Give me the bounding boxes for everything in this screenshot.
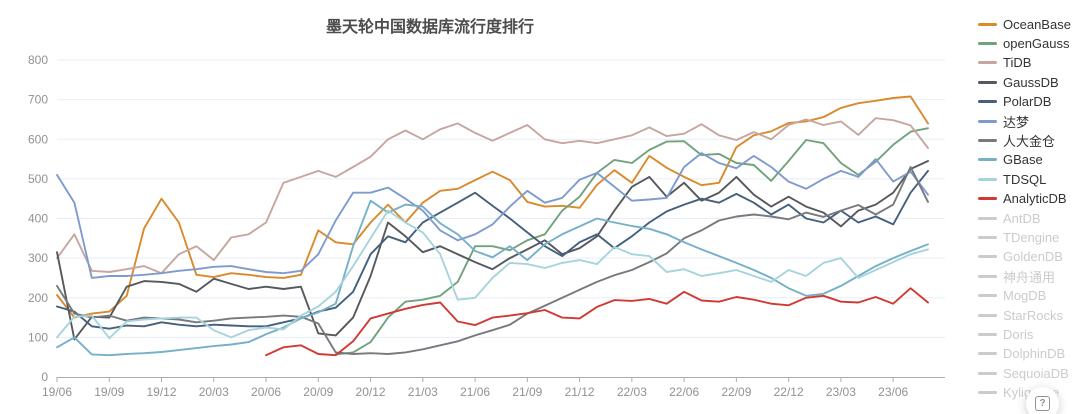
x-axis-tick-label: 20/03	[199, 385, 229, 399]
legend-swatch-icon	[978, 119, 997, 123]
legend-label: MogDB	[1003, 288, 1047, 304]
series-line-TDSQL	[56, 209, 929, 340]
legend-swatch-icon	[978, 22, 997, 26]
legend-item-OceanBase[interactable]: OceanBase	[978, 16, 1071, 32]
legend-label: AnalyticDB	[1003, 191, 1067, 207]
y-axis-tick-label: 300	[28, 251, 48, 265]
legend-item-SequoiaDB[interactable]: SequoiaDB	[978, 365, 1069, 381]
series-line-AnalyticDB	[265, 287, 929, 357]
help-button[interactable]: ?	[1026, 387, 1059, 414]
y-axis-tick-label: 500	[28, 172, 48, 186]
x-axis-tick-label: 23/06	[878, 385, 908, 399]
x-axis-tick-label: 23/03	[826, 385, 856, 399]
legend-item-AntDB[interactable]: AntDB	[978, 210, 1041, 226]
legend-item-openGauss[interactable]: openGauss	[978, 35, 1070, 51]
legend-item-神舟通用[interactable]: 神舟通用	[978, 269, 1056, 285]
legend-label: SequoiaDB	[1003, 365, 1069, 381]
legend-item-达梦[interactable]: 达梦	[978, 114, 1030, 130]
legend-swatch-icon	[978, 255, 997, 259]
legend-swatch-icon	[978, 197, 997, 201]
legend-swatch-icon	[978, 313, 997, 317]
legend-item-人大金仓[interactable]: 人大金仓	[978, 133, 1056, 149]
legend-label: TiDB	[1003, 55, 1032, 71]
legend-label: GBase	[1003, 152, 1043, 168]
legend-label: 达梦	[1003, 114, 1030, 130]
legend-swatch-icon	[978, 41, 997, 45]
legend-swatch-icon	[978, 138, 997, 142]
x-axis-tick-label: 21/09	[512, 385, 542, 399]
legend-swatch-icon	[978, 294, 997, 298]
legend-swatch-icon	[978, 274, 997, 278]
legend-label: OceanBase	[1003, 16, 1071, 32]
legend-label: 神舟通用	[1003, 269, 1056, 285]
x-axis-tick-label: 21/06	[460, 385, 490, 399]
legend-label: TDSQL	[1003, 171, 1047, 187]
series-line-达梦	[56, 152, 929, 279]
legend-item-GBase[interactable]: GBase	[978, 152, 1043, 168]
x-axis-tick-label: 22/06	[669, 385, 699, 399]
legend-swatch-icon	[978, 177, 997, 181]
legend-swatch-icon	[978, 100, 997, 104]
x-axis-tick-label: 19/09	[94, 385, 124, 399]
legend-label: openGauss	[1003, 35, 1070, 51]
series-line-GaussDB	[56, 160, 929, 341]
legend-item-AnalyticDB[interactable]: AnalyticDB	[978, 191, 1067, 207]
chart-title: 墨天轮中国数据库流行度排行	[325, 19, 535, 36]
x-axis-tick-label: 22/03	[617, 385, 647, 399]
x-axis-tick-label: 22/09	[721, 385, 751, 399]
legend-label: AntDB	[1003, 210, 1041, 226]
legend-label: StarRocks	[1003, 307, 1063, 323]
legend-item-StarRocks[interactable]: StarRocks	[978, 307, 1063, 323]
legend-item-GoldenDB[interactable]: GoldenDB	[978, 249, 1063, 265]
y-axis-tick-label: 100	[28, 330, 48, 344]
x-axis-tick-label: 20/06	[251, 385, 281, 399]
legend-item-Doris[interactable]: Doris	[978, 326, 1034, 342]
series-line-PolarDB	[56, 169, 929, 330]
legend-swatch-icon	[978, 216, 997, 220]
legend-item-TiDB[interactable]: TiDB	[978, 55, 1032, 71]
y-axis-tick-label: 800	[28, 53, 48, 67]
y-axis-tick-label: 0	[41, 370, 48, 384]
legend-item-TDSQL[interactable]: TDSQL	[978, 171, 1047, 187]
x-axis-tick-label: 19/12	[147, 385, 177, 399]
legend-swatch-icon	[978, 61, 997, 65]
x-axis-tick-label: 22/12	[774, 385, 804, 399]
y-axis-tick-label: 700	[28, 93, 48, 107]
legend-swatch-icon	[978, 80, 997, 84]
help-icon: ?	[1035, 396, 1050, 411]
series-line-TiDB	[56, 117, 929, 275]
series-line-openGauss	[334, 127, 929, 356]
series-line-OceanBase	[56, 95, 929, 319]
legend-label: Doris	[1003, 326, 1034, 342]
legend-swatch-icon	[978, 371, 997, 375]
legend-label: GoldenDB	[1003, 249, 1063, 265]
legend-label: GaussDB	[1003, 74, 1059, 90]
legend-swatch-icon	[978, 235, 997, 239]
y-axis-tick-label: 400	[28, 212, 48, 226]
x-axis-tick-label: 20/12	[356, 385, 386, 399]
legend-item-DolphinDB[interactable]: DolphinDB	[978, 346, 1066, 362]
series-line-GBase	[56, 199, 929, 357]
legend-label: PolarDB	[1003, 94, 1052, 110]
legend-label: TDengine	[1003, 229, 1060, 245]
legend-swatch-icon	[978, 352, 997, 356]
legend-item-MogDB[interactable]: MogDB	[978, 288, 1047, 304]
legend-swatch-icon	[978, 332, 997, 336]
y-axis-tick-label: 600	[28, 132, 48, 146]
x-axis-tick-label: 21/03	[408, 385, 438, 399]
legend-label: DolphinDB	[1003, 346, 1066, 362]
legend-label: 人大金仓	[1003, 133, 1056, 149]
x-axis-tick-label: 20/09	[303, 385, 333, 399]
legend-item-PolarDB[interactable]: PolarDB	[978, 94, 1052, 110]
legend-item-TDengine[interactable]: TDengine	[978, 229, 1060, 245]
x-axis-tick-label: 21/12	[565, 385, 595, 399]
legend-swatch-icon	[978, 391, 997, 395]
legend-swatch-icon	[978, 158, 997, 162]
x-axis-tick-label: 19/06	[42, 385, 72, 399]
legend-item-GaussDB[interactable]: GaussDB	[978, 74, 1059, 90]
y-axis-tick-label: 200	[28, 291, 48, 305]
